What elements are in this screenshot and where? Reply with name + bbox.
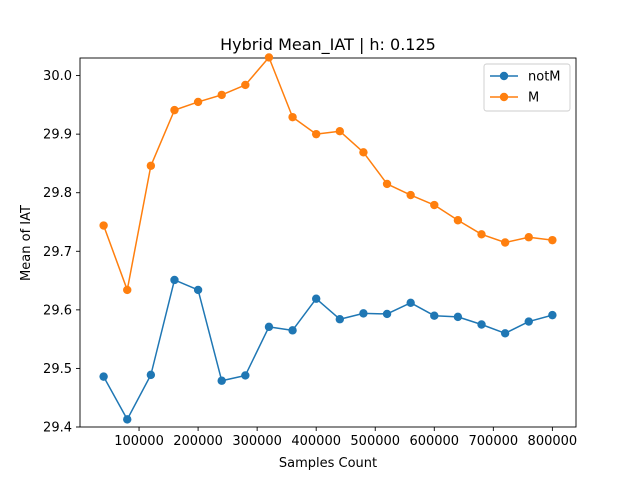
data-point-notM	[406, 298, 415, 308]
data-point-notM	[311, 294, 321, 303]
y-tick-label: 29.4	[43, 421, 72, 436]
data-point-M	[524, 233, 533, 242]
data-point-M	[477, 230, 486, 239]
data-point-M	[359, 148, 368, 157]
x-tick-label: 100000	[114, 434, 164, 449]
y-tick-label: 29.9	[43, 128, 72, 143]
data-point-notM	[335, 315, 345, 324]
data-point-M	[335, 127, 345, 136]
data-point-notM	[453, 312, 463, 322]
legend-marker-notM	[499, 71, 509, 81]
data-point-notM	[288, 326, 297, 335]
y-tick-label: 29.8	[43, 186, 72, 201]
y-tick-label: 30.0	[43, 69, 72, 84]
y-tick-label: 29.7	[43, 245, 72, 260]
data-point-notM	[524, 317, 533, 326]
data-point-M	[453, 216, 463, 225]
data-point-M	[264, 53, 274, 62]
data-point-notM	[548, 310, 557, 320]
data-point-M	[170, 105, 179, 115]
data-point-M	[241, 80, 250, 90]
y-tick-label: 29.5	[43, 362, 72, 377]
data-point-M	[382, 179, 392, 189]
x-tick-label: 500000	[350, 434, 400, 449]
y-tick-label: 29.6	[43, 303, 72, 318]
x-tick-label: 800000	[528, 434, 578, 449]
data-point-M	[500, 238, 510, 247]
data-point-notM	[382, 309, 392, 319]
data-point-notM	[99, 372, 108, 381]
data-point-notM	[123, 415, 132, 424]
legend: notM M	[483, 63, 571, 112]
data-point-notM	[500, 329, 510, 338]
data-point-M	[288, 112, 297, 122]
data-point-notM	[477, 320, 486, 329]
data-point-M	[99, 221, 108, 230]
data-point-notM	[193, 285, 203, 295]
legend-marker-M	[499, 92, 509, 102]
data-point-M	[123, 285, 132, 295]
x-tick-label: 300000	[232, 434, 282, 449]
data-point-M	[193, 97, 203, 107]
y-axis-label: Mean of IAT	[19, 205, 34, 281]
axes-frame	[79, 57, 577, 428]
data-point-notM	[217, 376, 226, 385]
data-point-notM	[146, 370, 156, 380]
x-tick-label: 200000	[173, 434, 223, 449]
data-point-M	[406, 190, 415, 200]
chart-title: Hybrid Mean_IAT | h: 0.125	[220, 35, 436, 55]
data-point-notM	[264, 322, 274, 332]
legend-label-notM: notM	[528, 70, 561, 85]
data-point-M	[311, 129, 321, 139]
plot-area: 100000 200000 300000 400000 500000 600000 7000…	[43, 53, 577, 449]
data-point-notM	[170, 275, 179, 285]
data-point-notM	[241, 371, 250, 380]
x-tick-label: 700000	[469, 434, 519, 449]
data-point-M	[217, 90, 226, 100]
data-point-M	[146, 161, 156, 170]
x-tick-label: 400000	[291, 434, 341, 449]
data-point-notM	[430, 311, 439, 320]
x-tick-label: 600000	[409, 434, 459, 449]
data-point-notM	[359, 309, 368, 318]
x-axis-label: Samples Count	[279, 456, 377, 471]
data-point-M	[430, 200, 439, 210]
data-point-M	[548, 235, 557, 245]
legend-label-M: M	[528, 91, 539, 106]
